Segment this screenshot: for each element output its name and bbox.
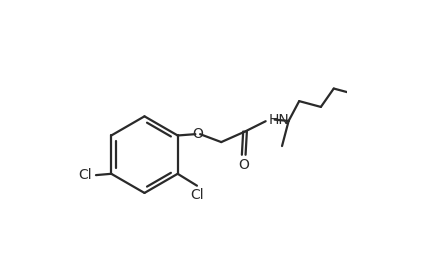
Text: O: O (192, 127, 203, 141)
Text: Cl: Cl (190, 188, 204, 202)
Text: Cl: Cl (79, 168, 92, 182)
Text: HN: HN (269, 113, 290, 127)
Text: O: O (238, 158, 249, 172)
